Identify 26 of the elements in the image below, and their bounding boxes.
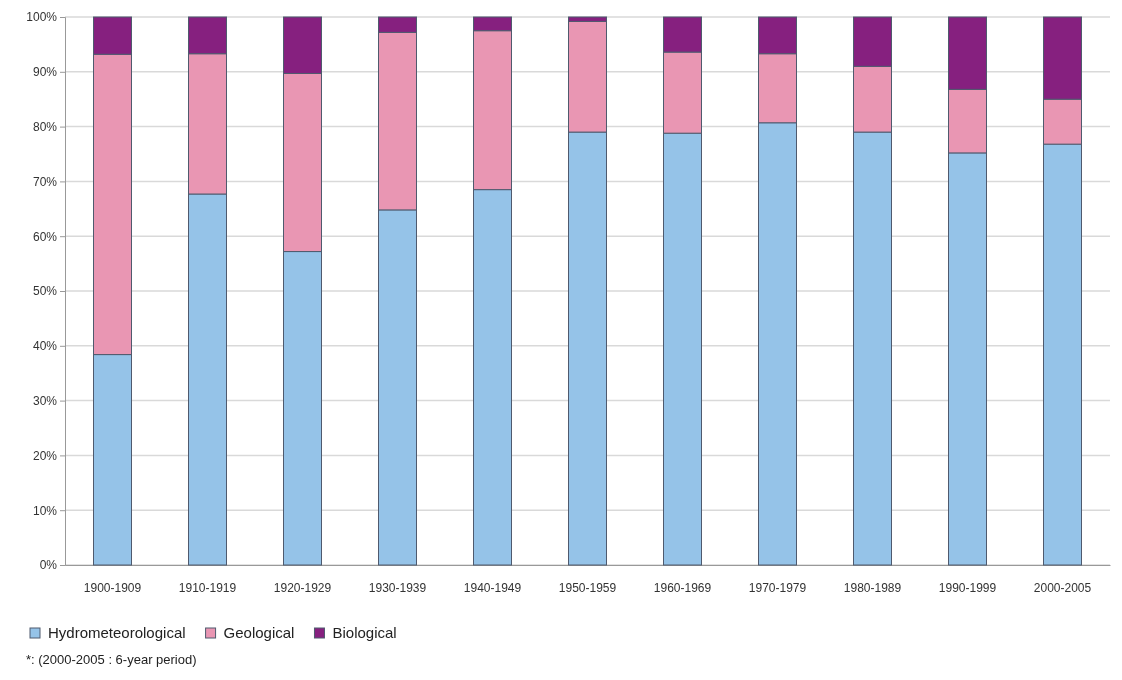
y-tick-label: 0% bbox=[39, 558, 58, 573]
y-tick-label: 10% bbox=[32, 503, 58, 518]
x-tick-label: 1900-1909 bbox=[83, 580, 142, 595]
legend-label: Hydrometeorological bbox=[48, 624, 186, 641]
y-tick-label: 80% bbox=[32, 119, 58, 134]
x-tick-label: 2000-2005 bbox=[1033, 580, 1092, 595]
y-tick-label: 100% bbox=[26, 10, 58, 25]
x-tick-label: 1940-1949 bbox=[463, 580, 522, 595]
x-tick-label: 1920-1929 bbox=[273, 580, 332, 595]
y-tick-label: 90% bbox=[32, 65, 58, 80]
y-tick-label: 70% bbox=[32, 174, 58, 189]
x-tick-label: 1910-1919 bbox=[178, 580, 237, 595]
x-tick-label: 1950-1959 bbox=[558, 580, 617, 595]
legend-label: Geological bbox=[223, 624, 295, 641]
y-tick-label: 60% bbox=[32, 229, 58, 244]
x-tick-label: 1960-1969 bbox=[653, 580, 712, 595]
text: *: (2000-2005 : 6-year period) bbox=[26, 652, 197, 667]
legend-label: Biological bbox=[332, 624, 397, 641]
x-tick-label: 1990-1999 bbox=[938, 580, 997, 595]
y-tick-label: 50% bbox=[32, 284, 58, 299]
y-tick-label: 40% bbox=[32, 339, 58, 354]
y-tick-label: 30% bbox=[32, 393, 58, 408]
y-tick-label: 20% bbox=[32, 448, 58, 463]
x-tick-label: 1930-1939 bbox=[368, 580, 427, 595]
x-tick-label: 1970-1979 bbox=[748, 580, 807, 595]
x-tick-label: 1980-1989 bbox=[843, 580, 902, 595]
